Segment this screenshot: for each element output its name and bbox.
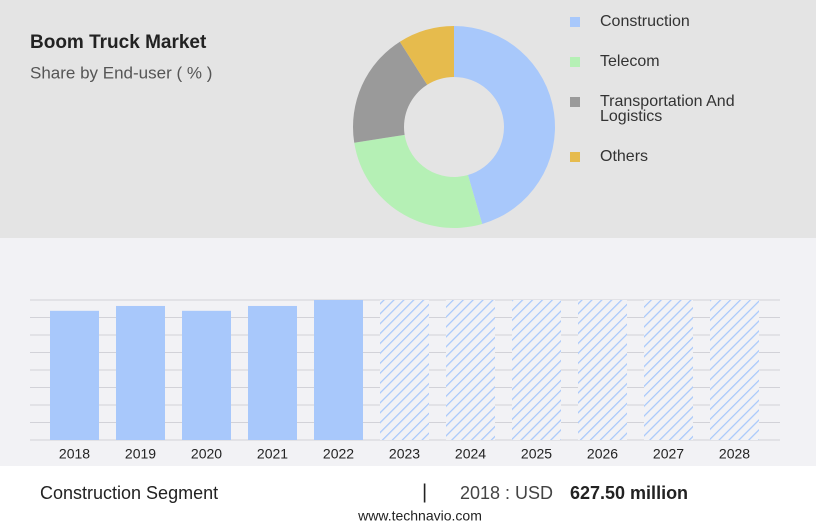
x-tick-label: 2023 bbox=[389, 446, 420, 462]
chart-title: Boom Truck Market bbox=[30, 32, 207, 53]
forecast-bar bbox=[446, 300, 495, 440]
x-tick-label: 2021 bbox=[257, 446, 288, 462]
x-tick-label: 2019 bbox=[125, 446, 156, 462]
legend-item: Transportation And Logistics bbox=[570, 93, 770, 125]
legend-item: Construction bbox=[570, 13, 770, 30]
forecast-bar bbox=[512, 300, 561, 440]
bar bbox=[248, 305, 297, 440]
donut bbox=[353, 26, 556, 229]
forecast-bar bbox=[644, 300, 693, 440]
legend-label: Transportation And Logistics bbox=[600, 93, 735, 125]
segment-label: Construction Segment bbox=[40, 483, 218, 503]
legend-item: Others bbox=[570, 148, 770, 165]
legend-label: Others bbox=[600, 148, 649, 165]
x-tick-label: 2020 bbox=[191, 446, 222, 462]
legend-label: Construction bbox=[600, 13, 690, 30]
x-tick-label: 2025 bbox=[521, 446, 552, 462]
bar bbox=[314, 300, 363, 440]
year-label: 2018 : USD bbox=[460, 483, 553, 503]
legend-swatch bbox=[570, 97, 580, 107]
bar-chart: 2018 2019 2020 2021 2022 2023 2024 2025 2026 2027… bbox=[30, 299, 780, 462]
forecast-bar bbox=[578, 300, 627, 440]
donut-slice bbox=[354, 134, 483, 229]
legend-swatch bbox=[570, 57, 580, 67]
separator: | bbox=[422, 481, 427, 503]
legend: Construction Telecom Transportation And Lo… bbox=[570, 14, 770, 189]
value-label: 627.50 million bbox=[570, 483, 688, 503]
legend-swatch bbox=[570, 17, 580, 27]
forecast-bar bbox=[710, 300, 759, 440]
legend-swatch bbox=[570, 152, 580, 162]
donut-slice bbox=[353, 41, 428, 143]
donut-slice bbox=[399, 26, 454, 85]
x-tick-label: 2022 bbox=[323, 446, 354, 462]
bar bbox=[182, 310, 231, 440]
x-tick-label: 2027 bbox=[653, 446, 684, 462]
x-tick-label: 2026 bbox=[587, 446, 618, 462]
forecast-bar bbox=[380, 300, 429, 440]
chart-subtitle: Share by End-user ( % ) bbox=[30, 63, 212, 82]
x-tick-label: 2018 bbox=[59, 446, 90, 462]
legend-item: Telecom bbox=[570, 53, 770, 70]
bar bbox=[116, 305, 165, 440]
x-tick-label: 2028 bbox=[719, 446, 750, 462]
bar bbox=[50, 310, 99, 440]
legend-label: Telecom bbox=[600, 53, 660, 70]
source: www.technavio.com bbox=[357, 508, 482, 524]
x-tick-label: 2024 bbox=[455, 446, 486, 462]
donut-slice bbox=[454, 26, 556, 224]
